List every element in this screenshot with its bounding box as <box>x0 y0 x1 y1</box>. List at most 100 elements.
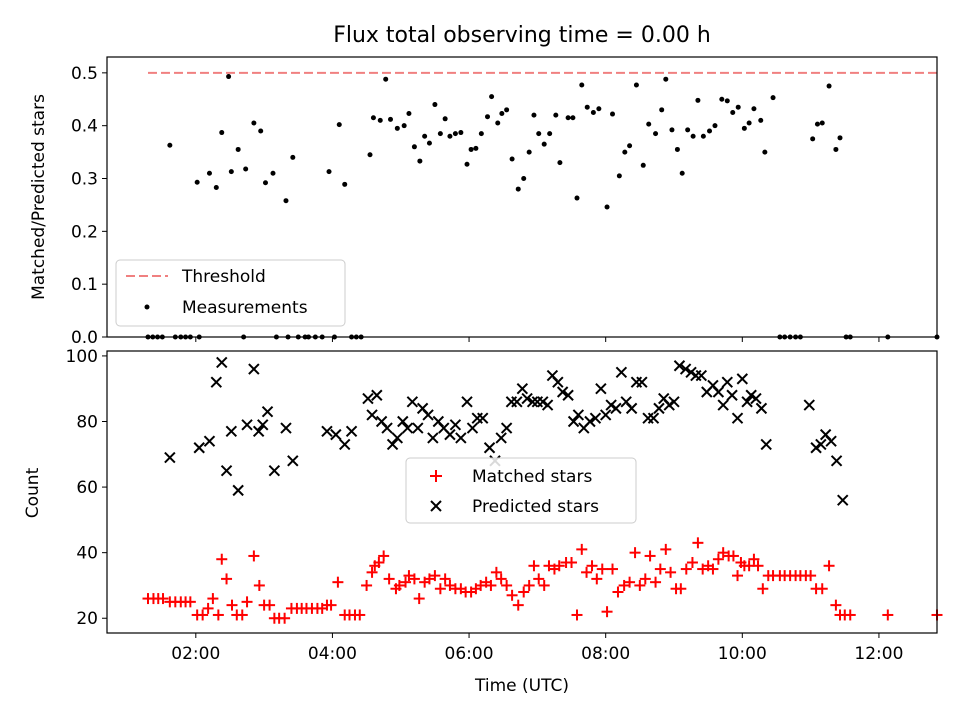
measurement-point <box>422 133 428 139</box>
predicted-point <box>717 399 729 411</box>
measurement-point <box>526 149 532 155</box>
bottom-x-tick-label: 10:00 <box>718 644 767 664</box>
measurement-point <box>442 116 448 122</box>
matched-point <box>202 602 214 614</box>
predicted-point-b <box>412 422 424 434</box>
matched-point <box>212 609 224 621</box>
measurement-point <box>509 156 515 162</box>
top-y-tick-label: 0.3 <box>71 170 98 190</box>
predicted-point <box>164 451 176 464</box>
predicted-point <box>584 415 596 428</box>
predicted-point-b <box>287 455 299 467</box>
predicted-point-b <box>391 432 404 444</box>
measurement-point <box>758 117 764 123</box>
predicted-point-b <box>526 396 539 408</box>
predicted-point-b <box>406 396 419 408</box>
predicted-point-b <box>461 396 473 408</box>
measurement-point <box>674 146 680 152</box>
measurement-point <box>417 158 423 164</box>
matched-point <box>576 543 588 555</box>
matched-point <box>279 612 291 624</box>
measurement-point <box>762 149 768 155</box>
predicted-point <box>830 455 843 467</box>
predicted-point-b <box>695 369 708 382</box>
matched-point <box>596 563 608 575</box>
matched-point <box>221 573 233 585</box>
matched-point <box>207 593 219 605</box>
predicted-point <box>668 396 680 408</box>
matched-point <box>882 609 894 621</box>
matched-point <box>501 579 513 591</box>
predicted-point <box>225 425 238 438</box>
predicted-point-b <box>339 438 351 451</box>
predicted-point <box>736 373 749 385</box>
measurement-point <box>640 162 646 168</box>
matched-point <box>692 537 704 549</box>
measurement-point <box>531 112 537 118</box>
measurement-point <box>735 104 741 110</box>
predicted-point <box>397 415 409 428</box>
predicted-point-b <box>366 409 378 421</box>
matched-point <box>506 589 518 601</box>
predicted-point <box>412 422 424 434</box>
predicted-point-b <box>164 451 176 464</box>
top-plot-frame <box>106 56 938 338</box>
measurement-point <box>814 121 820 127</box>
predicted-point-b <box>625 402 638 415</box>
matched-point <box>197 609 209 621</box>
predicted-point-b <box>736 373 749 385</box>
predicted-point-b <box>819 428 832 441</box>
matched-point <box>528 560 540 572</box>
measurement-point <box>406 111 412 117</box>
measurement-point <box>194 179 200 185</box>
predicted-point-b <box>280 422 292 434</box>
matched-point <box>639 573 651 585</box>
measurement-point <box>468 146 474 152</box>
measurement-point <box>411 144 417 150</box>
predicted-point-b <box>362 392 374 405</box>
predicted-point <box>500 422 513 434</box>
measurement-point <box>226 74 232 80</box>
bottom-y-axis-ticks: 20 40 60 80 100 <box>66 347 107 629</box>
measurement-point <box>570 115 576 121</box>
predicted-point-b <box>830 455 843 467</box>
predicted-point <box>837 494 849 506</box>
predicted-point <box>526 396 539 408</box>
matched-point <box>354 609 366 621</box>
matched-point <box>373 557 385 568</box>
measurement-point <box>616 173 622 179</box>
matched-point <box>830 599 842 611</box>
predicted-point <box>216 356 228 369</box>
measurement-point <box>604 204 610 210</box>
predicted-point-b <box>721 376 733 388</box>
predicted-point <box>449 419 462 431</box>
predicted-point <box>673 360 686 372</box>
top-panel: 0.0 0.1 0.2 0.3 0.4 0.5 Matched/Predicted sta… <box>29 56 940 348</box>
predicted-point <box>567 415 580 428</box>
predicted-point <box>248 363 260 375</box>
matched-point <box>805 570 817 582</box>
predicted-point-b <box>477 412 489 424</box>
top-y-axis-ticks: 0.0 0.1 0.2 0.3 0.4 0.5 <box>71 64 107 348</box>
predicted-point <box>516 383 529 395</box>
matched-point <box>654 563 666 575</box>
predicted-point <box>287 455 299 467</box>
predicted-point <box>825 435 837 447</box>
measurement-point <box>219 130 225 136</box>
predicted-point <box>760 438 772 451</box>
measurement-point <box>452 131 458 137</box>
matched-point <box>184 596 196 608</box>
measurement-point <box>437 131 443 137</box>
measurement-point <box>167 142 173 148</box>
measurement-point <box>700 133 706 139</box>
measurement-point <box>646 121 652 127</box>
measurement-point <box>326 169 332 175</box>
bottom-y-tick-label: 60 <box>76 478 98 498</box>
predicted-point <box>495 432 507 444</box>
predicted-point-b <box>647 412 660 424</box>
matched-point <box>844 609 856 621</box>
measurement-point <box>669 127 675 133</box>
predicted-point <box>741 396 753 408</box>
predicted-point-b <box>668 396 680 408</box>
predicted-point <box>595 383 607 395</box>
